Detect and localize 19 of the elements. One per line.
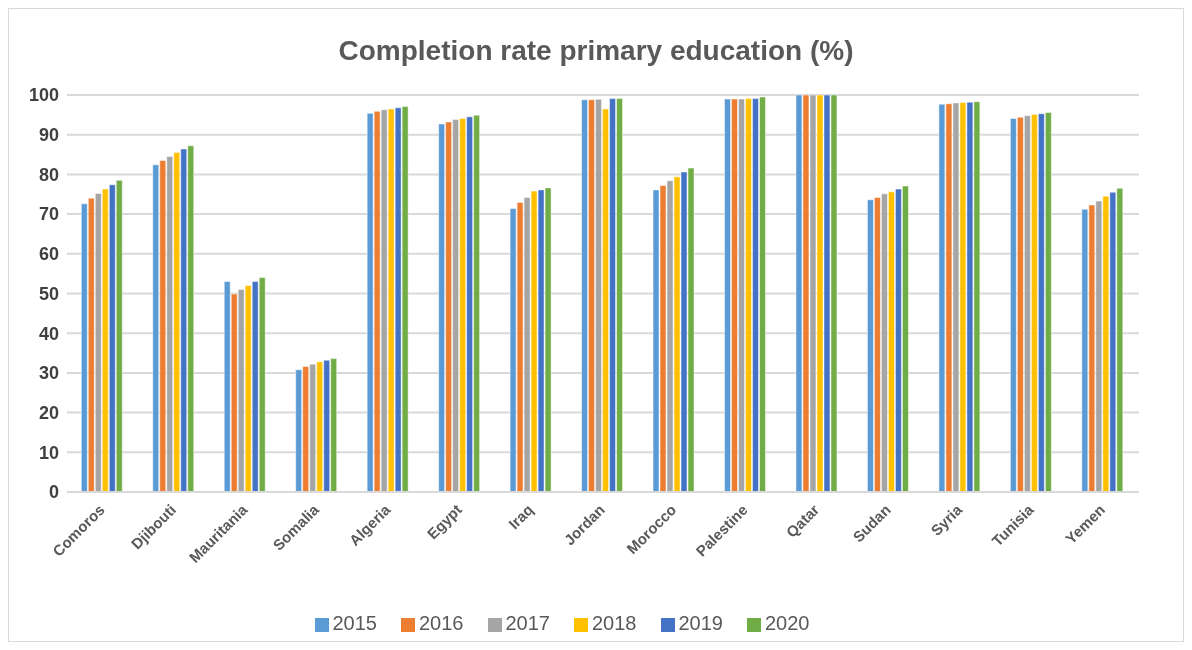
y-tick-label: 40 <box>38 323 59 344</box>
y-tick-label: 20 <box>38 402 59 423</box>
x-tick-label: Iraq <box>504 500 537 533</box>
legend-label: 2016 <box>419 612 464 634</box>
y-tick-label: 10 <box>38 442 59 463</box>
y-tick-label: 0 <box>48 482 59 503</box>
legend-label: 2019 <box>678 612 723 634</box>
y-tick-label: 60 <box>38 244 59 265</box>
y-tick-label: 100 <box>28 85 59 106</box>
legend-label: 2015 <box>332 612 377 634</box>
y-tick-label: 80 <box>38 164 59 185</box>
y-tick-label: 50 <box>38 283 59 304</box>
y-tick-label: 30 <box>38 363 59 384</box>
legend-label: 2020 <box>765 612 810 634</box>
legend-label: 2018 <box>592 612 637 634</box>
y-tick-label: 90 <box>38 125 59 146</box>
chart-title: Completion rate primary education (%) <box>337 34 855 68</box>
legend-label: 2017 <box>505 612 550 634</box>
y-tick-label: 70 <box>38 204 59 225</box>
